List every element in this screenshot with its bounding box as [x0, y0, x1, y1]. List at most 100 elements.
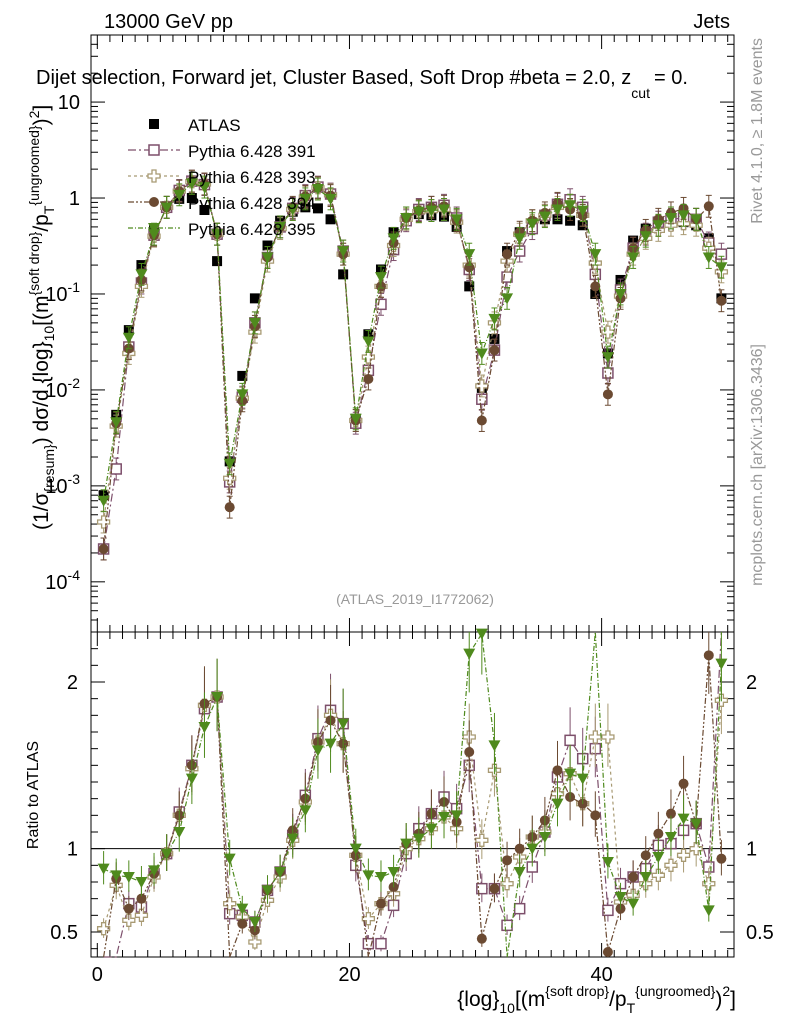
ratio-point-p393 — [651, 868, 666, 882]
ratio-point-p394 — [375, 898, 386, 909]
y-tick-label: 10-2 — [45, 375, 80, 402]
ratio-point-p395 — [97, 863, 110, 875]
data-point-p395 — [349, 413, 362, 425]
ratio-point-p393 — [588, 730, 602, 744]
legend-entry-p395: Pythia 6.428 395 — [128, 220, 316, 239]
data-point-p395 — [110, 417, 123, 429]
ratio-point-p395 — [702, 905, 715, 917]
data-point-p395 — [488, 313, 501, 325]
x-axis-title: {log}10[(m{soft drop}/pT{ungroomed})2] — [457, 983, 736, 1016]
data-point-p395 — [690, 214, 703, 226]
ratio-point-p395 — [677, 813, 690, 825]
ratio-point-p395 — [690, 818, 703, 830]
data-point-p395 — [627, 252, 640, 264]
mcplots-label: mcplots.cern.ch [arXiv:1306.3436] — [749, 344, 766, 586]
data-point-p395 — [337, 246, 350, 258]
legend-marker-p394 — [149, 197, 159, 207]
data-point-p395 — [450, 214, 463, 226]
ratio-point-p394 — [628, 872, 639, 882]
ratio-point-p395 — [223, 853, 236, 865]
ratio-point-p394 — [665, 808, 676, 819]
data-point-p393 — [601, 325, 615, 339]
ratio-point-p391 — [513, 902, 526, 915]
ratio-point-p395 — [148, 865, 161, 877]
ratio-point-p394 — [716, 853, 727, 864]
data-point-p391 — [110, 463, 122, 475]
ratio-point-p395 — [614, 892, 627, 903]
ratio-point-p391 — [501, 919, 513, 932]
ratio-point-p394 — [653, 828, 664, 839]
ratio-line-p394 — [103, 655, 722, 958]
ratio-point-p395 — [110, 870, 123, 882]
data-point-atlas — [212, 256, 223, 267]
ratio-point-p393 — [248, 935, 262, 949]
ratio-point-p393 — [134, 908, 149, 922]
legend-marker-p393 — [147, 169, 161, 183]
data-point-p395 — [261, 252, 274, 264]
ratio-point-p393 — [96, 922, 111, 936]
data-point-p395 — [463, 249, 476, 261]
ratio-point-p394 — [703, 650, 714, 661]
data-point-p395 — [122, 332, 135, 344]
data-point-p395 — [223, 458, 236, 470]
data-point-p395 — [400, 212, 413, 224]
data-series — [96, 169, 729, 958]
zcut-value: = 0. — [654, 67, 688, 89]
data-point-p395 — [211, 229, 224, 241]
series-p395 — [97, 171, 728, 958]
legend: ATLAS Pythia 6.428 391 Pythia 6.428 393 Pyt… — [128, 116, 316, 239]
data-point-p395 — [425, 205, 438, 217]
ratio-point-p395 — [299, 805, 312, 817]
data-point-p391 — [375, 298, 387, 311]
data-point-atlas — [199, 205, 210, 216]
ratio-point-p395 — [324, 738, 337, 750]
ratio-point-p391 — [602, 904, 614, 917]
data-point-p395 — [576, 205, 589, 217]
data-point-p395 — [173, 189, 186, 201]
selection-title: Dijet selection, Forward jet, Cluster Ba… — [36, 67, 688, 101]
series-p394 — [98, 169, 727, 958]
ratio-line-p393 — [103, 695, 722, 944]
energy-label: 13000 GeV pp — [104, 11, 233, 33]
ratio-point-p395 — [425, 823, 438, 835]
ratio-y-axis-title: Ratio to ATLAS — [25, 741, 42, 849]
ratio-point-p395 — [374, 872, 387, 883]
data-point-atlas — [325, 214, 336, 225]
data-point-atlas — [338, 269, 349, 280]
ratio-point-p393 — [361, 912, 376, 926]
ratio-point-p395 — [337, 718, 350, 730]
data-point-p394 — [476, 415, 487, 426]
data-point-p395 — [475, 348, 488, 360]
series-line-p394 — [103, 180, 722, 550]
ratio-point-p394 — [552, 765, 563, 776]
ratio-tick-label-right: 2 — [746, 672, 757, 694]
data-point-p395 — [160, 202, 173, 214]
ratio-point-p395 — [274, 867, 287, 878]
ratio-point-p395 — [412, 833, 425, 845]
ratio-point-p395 — [639, 872, 652, 883]
data-point-atlas — [312, 203, 323, 214]
data-point-p395 — [185, 178, 198, 190]
data-point-atlas — [249, 293, 260, 304]
legend-entry-p394: Pythia 6.428 394 — [128, 194, 316, 213]
data-point-atlas — [186, 193, 197, 204]
data-point-p394 — [363, 373, 374, 384]
data-point-p395 — [538, 211, 551, 223]
ratio-point-p394 — [489, 883, 500, 894]
data-point-atlas — [464, 281, 475, 292]
ratio-point-p394 — [237, 918, 248, 929]
x-tick-label: 20 — [338, 964, 360, 986]
analysis-id: (ATLAS_2019_I1772062) — [336, 591, 494, 607]
ratio-point-p395 — [349, 843, 362, 855]
data-point-p394 — [590, 281, 601, 292]
y-tick-label: 10-3 — [45, 471, 80, 498]
data-point-p395 — [513, 233, 526, 245]
ratio-tick-label-right: 1 — [746, 839, 757, 861]
ratio-point-p395 — [438, 812, 451, 823]
data-point-p395 — [236, 389, 249, 401]
x-tick-label: 0 — [92, 964, 103, 986]
ratio-point-p395 — [236, 903, 249, 915]
ratio-point-p393 — [122, 913, 136, 927]
ratio-point-p395 — [475, 628, 488, 640]
